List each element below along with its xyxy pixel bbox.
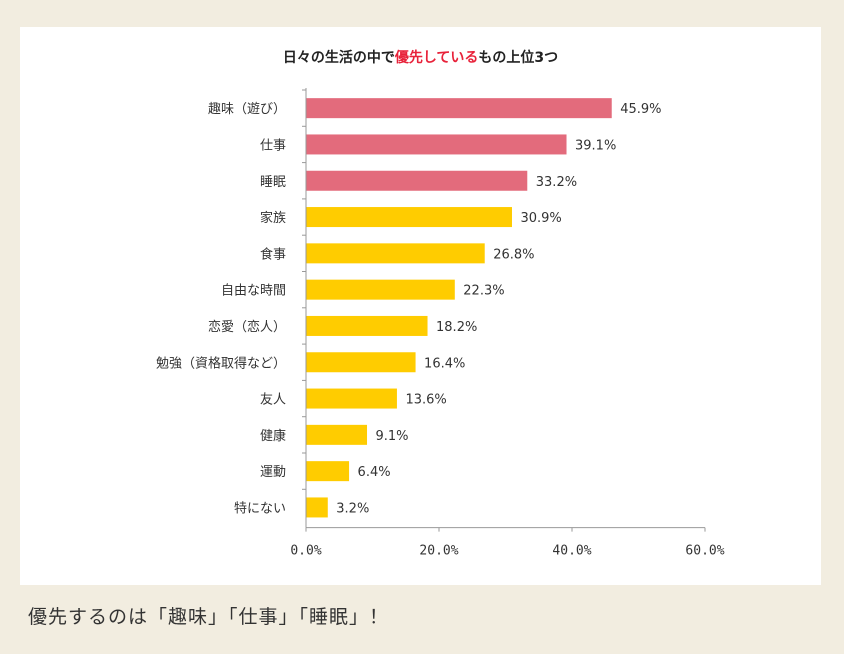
category-label: 友人 xyxy=(260,392,286,408)
chart-card: 日々の生活の中で優先しているもの上位3つ 趣味（遊び） 45.9% 仕事 39.1% 睡… xyxy=(20,27,821,585)
value-label: 9.1% xyxy=(376,429,409,444)
category-label: 健康 xyxy=(260,428,286,444)
bar xyxy=(306,279,455,300)
value-label: 26.8% xyxy=(493,247,534,262)
chart-title: 日々の生活の中で優先しているもの上位3つ xyxy=(20,47,821,67)
category-label: 仕事 xyxy=(260,138,286,153)
category-label: 運動 xyxy=(260,465,286,480)
category-label: 特にない xyxy=(234,501,286,516)
category-label: 勉強（資格取得など） xyxy=(156,355,286,371)
value-label: 45.9% xyxy=(620,102,661,117)
x-tick-label: 40.0% xyxy=(552,544,591,559)
value-label: 22.3% xyxy=(463,284,504,299)
category-label: 睡眠 xyxy=(260,175,286,190)
x-tick-label: 0.0% xyxy=(290,544,321,559)
chart-title-before: 日々の生活の中で xyxy=(282,50,395,66)
chart-title-after: もの上位3つ xyxy=(478,50,559,66)
bar xyxy=(306,170,528,191)
bar xyxy=(306,424,368,445)
value-label: 3.2% xyxy=(336,501,369,516)
caption-text: 優先するのは「趣味」「仕事」「睡眠」！ xyxy=(28,606,390,628)
bar xyxy=(306,352,416,373)
value-label: 16.4% xyxy=(424,356,465,371)
value-label: 33.2% xyxy=(536,175,577,190)
value-label: 30.9% xyxy=(520,211,561,226)
x-tick-label: 60.0% xyxy=(685,544,724,559)
category-label: 趣味（遊び） xyxy=(208,102,286,117)
value-label: 39.1% xyxy=(575,138,616,153)
bar xyxy=(306,315,428,336)
bar xyxy=(306,134,567,155)
bar xyxy=(306,388,397,409)
category-label: 食事 xyxy=(260,246,286,262)
bar xyxy=(306,461,350,482)
bar xyxy=(306,243,485,264)
bar xyxy=(306,207,512,228)
category-label: 自由な時間 xyxy=(221,284,286,299)
x-tick-label: 20.0% xyxy=(419,544,458,559)
bar xyxy=(306,497,328,518)
bar xyxy=(306,98,612,119)
chart-title-highlight: 優先している xyxy=(394,50,479,66)
bar-chart: 趣味（遊び） 45.9% 仕事 39.1% 睡眠 33.2% 家族 30.9% 食事 26.8% 自… xyxy=(156,88,725,559)
value-label: 13.6% xyxy=(405,393,446,408)
value-label: 18.2% xyxy=(436,320,477,335)
category-label: 家族 xyxy=(260,210,286,226)
value-label: 6.4% xyxy=(358,465,391,480)
category-label: 恋愛（恋人） xyxy=(208,319,286,335)
